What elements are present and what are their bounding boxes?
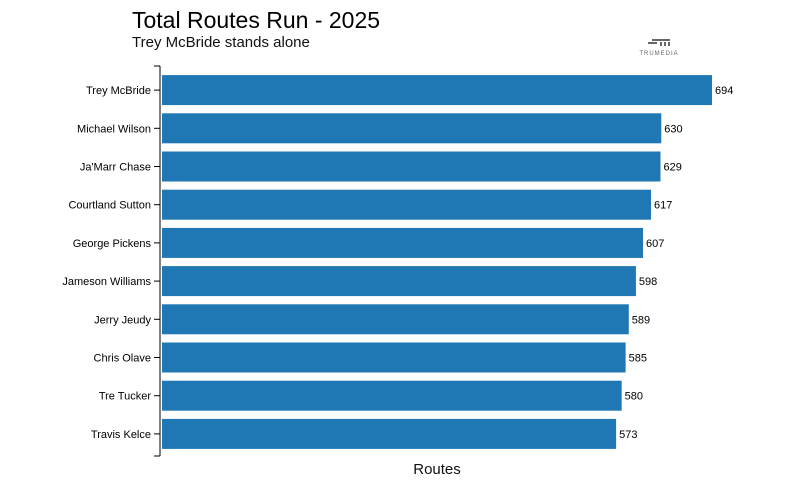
data-label: 589 <box>632 314 650 326</box>
y-tick-label: Courtland Sutton <box>68 200 151 212</box>
bar <box>162 380 622 411</box>
y-tick-label: Jameson Williams <box>62 276 151 288</box>
chart-title: Total Routes Run - 2025 <box>132 7 380 33</box>
data-label: 694 <box>715 85 733 97</box>
y-tick-label: Chris Olave <box>94 353 151 365</box>
data-label: 585 <box>629 353 647 365</box>
data-label: 617 <box>654 200 672 212</box>
bars <box>162 75 712 449</box>
y-tick-labels: Trey McBride Michael Wilson Ja'Marr Chase C… <box>62 85 151 441</box>
bar <box>162 75 712 106</box>
bar <box>162 342 626 373</box>
bar <box>162 151 661 182</box>
bar <box>162 189 651 220</box>
data-labels: 694 630 629 617 607 598 589 585 580 573 <box>619 85 733 441</box>
chart-subtitle: Trey McBride stands alone <box>132 34 310 51</box>
bar <box>162 304 629 335</box>
x-axis-label: Routes <box>413 461 461 478</box>
data-label: 573 <box>619 429 637 441</box>
y-tick-label: Michael Wilson <box>77 123 151 135</box>
y-tick-label: Travis Kelce <box>91 429 151 441</box>
bar <box>162 418 617 449</box>
data-label: 598 <box>639 276 657 288</box>
data-label: 580 <box>625 391 643 403</box>
y-tick-label: Trey McBride <box>86 85 151 97</box>
y-axis <box>154 65 161 457</box>
y-tick-label: Ja'Marr Chase <box>80 162 151 174</box>
data-label: 630 <box>664 123 682 135</box>
y-tick-label: Tre Tucker <box>99 391 151 403</box>
y-tick-label: Jerry Jeudy <box>94 314 151 326</box>
logo-text: TRUMEDIA <box>639 51 678 57</box>
data-label: 607 <box>646 238 664 250</box>
trumedia-logo: TRUMEDIA <box>639 39 678 57</box>
trumedia-logo-icon <box>648 39 670 46</box>
bar <box>162 266 636 297</box>
data-label: 629 <box>663 162 681 174</box>
y-tick-label: George Pickens <box>73 238 152 250</box>
bar <box>162 227 644 258</box>
bar <box>162 113 662 144</box>
